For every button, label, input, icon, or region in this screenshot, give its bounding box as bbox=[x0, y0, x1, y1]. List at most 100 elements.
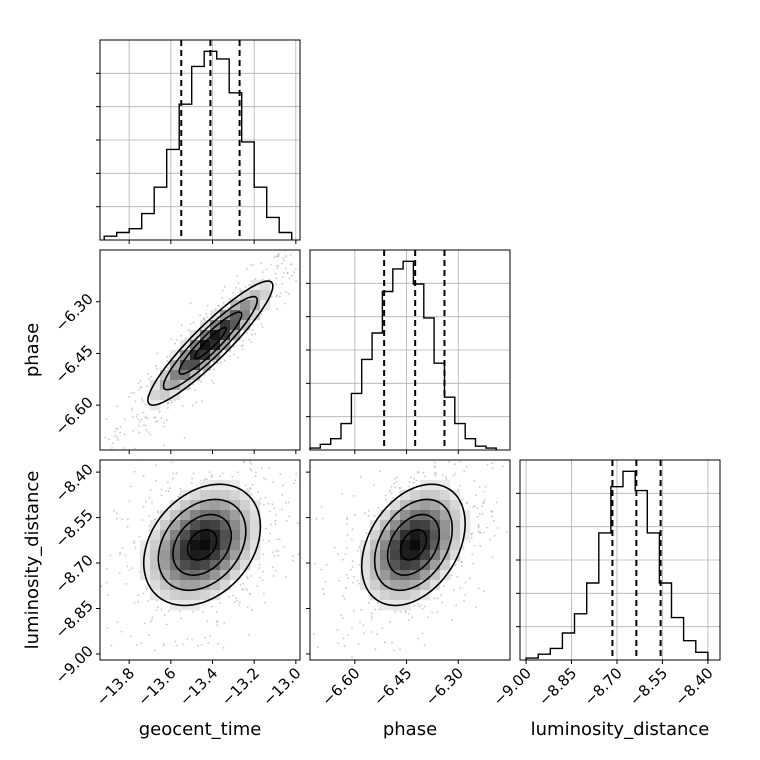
scatter-point bbox=[491, 467, 494, 470]
ytick-label: −6.45 bbox=[52, 342, 97, 387]
scatter-point bbox=[482, 532, 485, 534]
scatter-point bbox=[404, 611, 407, 614]
scatter-point bbox=[282, 484, 284, 487]
density-cell bbox=[440, 560, 451, 571]
scatter-point bbox=[341, 492, 344, 495]
scatter-point bbox=[132, 542, 135, 544]
scatter-point bbox=[104, 436, 107, 439]
scatter-point bbox=[138, 388, 140, 391]
scatter-point bbox=[464, 594, 467, 596]
scatter-point bbox=[484, 485, 487, 488]
scatter-point bbox=[228, 355, 231, 358]
scatter-point bbox=[130, 409, 133, 412]
density-cell bbox=[190, 330, 201, 341]
scatter-point bbox=[352, 495, 355, 497]
scatter-point bbox=[408, 619, 410, 621]
scatter-point bbox=[158, 410, 161, 413]
scatter-point bbox=[144, 424, 147, 427]
scatter-point bbox=[429, 450, 431, 452]
scatter-point bbox=[264, 496, 267, 499]
scatter-point bbox=[273, 256, 276, 259]
scatter-point bbox=[229, 350, 231, 353]
density-cell bbox=[430, 520, 441, 531]
scatter-point bbox=[156, 367, 159, 370]
density-cell bbox=[210, 500, 221, 511]
scatter-point bbox=[106, 627, 109, 629]
scatter-point bbox=[285, 501, 287, 504]
contour-layer bbox=[142, 280, 467, 607]
scatter-point bbox=[80, 442, 82, 444]
xtick-label: −6.60 bbox=[318, 664, 363, 709]
scatter-point bbox=[358, 564, 361, 566]
ytick-label: −8.55 bbox=[52, 506, 97, 551]
scatter-point bbox=[390, 492, 393, 495]
scatter-point bbox=[281, 494, 284, 496]
histogram-step-luminosity-distance bbox=[525, 470, 709, 660]
scatter-point bbox=[262, 570, 264, 573]
scatter-point bbox=[221, 289, 224, 292]
scatter-point bbox=[282, 546, 285, 548]
density-cell bbox=[190, 560, 201, 571]
density-cell bbox=[230, 510, 241, 521]
scatter-point bbox=[100, 585, 102, 588]
scatter-point bbox=[92, 576, 94, 578]
scatter-point bbox=[183, 436, 186, 439]
scatter-point bbox=[275, 549, 277, 552]
density-cell bbox=[440, 530, 451, 541]
scatter-point bbox=[295, 268, 297, 270]
scatter-point bbox=[344, 553, 347, 555]
scatter-point bbox=[141, 397, 144, 400]
scatter-point bbox=[282, 257, 285, 260]
scatter-point bbox=[288, 657, 290, 659]
scatter-point bbox=[345, 522, 348, 525]
scatter-point bbox=[250, 333, 253, 336]
density-cell bbox=[250, 520, 261, 531]
density-cell bbox=[370, 540, 381, 551]
scatter-point bbox=[181, 441, 183, 443]
density-cell bbox=[150, 570, 161, 581]
scatter-point bbox=[436, 611, 439, 613]
density-cell bbox=[220, 520, 231, 531]
scatter-point bbox=[292, 555, 294, 558]
scatter-point bbox=[248, 284, 251, 286]
scatter-point bbox=[246, 268, 248, 270]
scatter-point bbox=[376, 633, 378, 636]
density-cell bbox=[380, 520, 391, 531]
scatter-point bbox=[147, 372, 150, 375]
scatter-point bbox=[477, 530, 480, 533]
density-cell bbox=[440, 510, 451, 521]
density-cell bbox=[410, 490, 421, 501]
density-cell bbox=[450, 540, 461, 551]
scatter-point bbox=[478, 513, 481, 515]
scatter-point bbox=[363, 632, 365, 635]
scatter-point bbox=[277, 253, 280, 256]
density-cell bbox=[430, 580, 441, 591]
scatter-point bbox=[287, 501, 290, 504]
density-cell bbox=[410, 530, 421, 541]
density-cell bbox=[170, 380, 181, 391]
ytick-label: −9.00 bbox=[52, 642, 97, 687]
scatter-point bbox=[179, 487, 182, 490]
axis-label-layer: geocent_time phase luminosity_distance p… bbox=[22, 323, 709, 740]
density-cell bbox=[210, 330, 221, 341]
density-cell bbox=[390, 500, 401, 511]
scatter-point bbox=[277, 550, 280, 552]
scatter-point bbox=[434, 465, 436, 467]
scatter-point bbox=[166, 355, 169, 358]
scatter-point bbox=[136, 644, 138, 646]
scatter-point bbox=[260, 313, 262, 315]
scatter-point bbox=[358, 582, 360, 585]
scatter-point bbox=[351, 655, 353, 658]
scatter-point bbox=[394, 486, 397, 489]
density-cell bbox=[390, 570, 401, 581]
scatter-point bbox=[408, 481, 411, 483]
density-cell bbox=[210, 560, 221, 571]
scatter-point bbox=[207, 642, 210, 644]
density-cell bbox=[220, 510, 231, 521]
scatter-point bbox=[285, 291, 287, 294]
scatter-point bbox=[181, 643, 184, 645]
scatter-point bbox=[267, 502, 270, 505]
xtick-label: −13.2 bbox=[218, 664, 263, 709]
density-cell bbox=[210, 320, 221, 331]
ylabel-phase: phase bbox=[22, 323, 43, 377]
